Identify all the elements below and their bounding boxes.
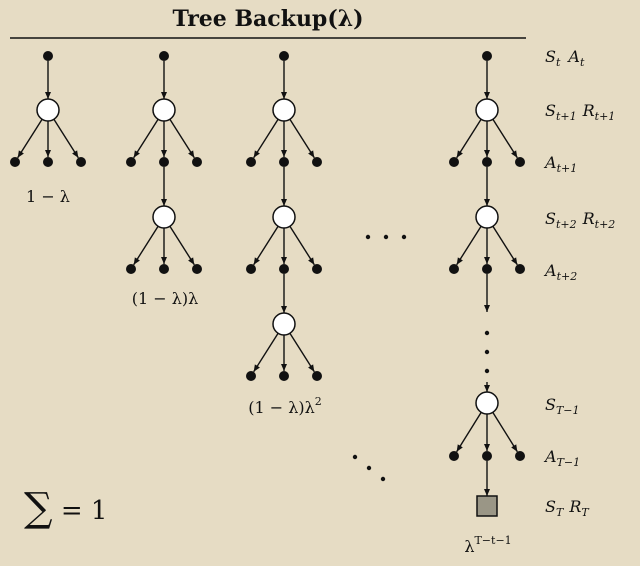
transition-arrow bbox=[456, 225, 482, 266]
transition-arrow bbox=[289, 332, 315, 373]
state-node bbox=[272, 98, 296, 122]
state-node bbox=[475, 205, 499, 229]
action-node bbox=[126, 157, 136, 167]
svg-text:St+1Rt+1: St+1 Rt+1 bbox=[545, 101, 615, 123]
transition-arrow bbox=[253, 332, 279, 373]
svg-text:At+2: At+2 bbox=[543, 261, 577, 283]
row-label-4: At+2 bbox=[543, 261, 577, 283]
action-node bbox=[159, 157, 169, 167]
svg-text:At+1: At+1 bbox=[543, 153, 577, 175]
action-node bbox=[515, 451, 525, 461]
action-node bbox=[482, 51, 492, 61]
terminal-state bbox=[476, 495, 498, 517]
state-node bbox=[475, 98, 499, 122]
svg-text:AT−1: AT−1 bbox=[543, 447, 580, 469]
action-node bbox=[279, 371, 289, 381]
row-label-1: St+1 Rt+1 bbox=[545, 101, 615, 123]
vertical-ellipsis bbox=[484, 330, 490, 374]
state-node bbox=[272, 312, 296, 336]
state-node bbox=[272, 205, 296, 229]
action-node bbox=[279, 264, 289, 274]
action-node bbox=[449, 157, 459, 167]
transition-arrow bbox=[169, 118, 195, 159]
action-node bbox=[192, 157, 202, 167]
transition-arrow bbox=[492, 118, 518, 159]
action-node bbox=[159, 51, 169, 61]
action-node bbox=[10, 157, 20, 167]
backup-diagrams bbox=[10, 51, 525, 517]
weight-final: λT−t−1 bbox=[464, 534, 511, 556]
row-label-5: ST−1 bbox=[545, 395, 580, 417]
action-node bbox=[279, 157, 289, 167]
action-node bbox=[515, 264, 525, 274]
action-node bbox=[279, 51, 289, 61]
weight-2: (1 − λ)λ bbox=[132, 289, 199, 308]
transition-arrow bbox=[456, 411, 482, 453]
state-node bbox=[152, 98, 176, 122]
row-label-0: St At bbox=[545, 47, 585, 69]
weight-1: 1 − λ bbox=[26, 187, 70, 206]
transition-arrow bbox=[492, 411, 518, 453]
weight-3: (1 − λ)λ2 bbox=[248, 395, 322, 417]
horizontal-ellipsis bbox=[365, 234, 407, 240]
action-node bbox=[246, 371, 256, 381]
state-node bbox=[36, 98, 60, 122]
action-node bbox=[449, 451, 459, 461]
action-node bbox=[449, 264, 459, 274]
transition-arrow bbox=[169, 225, 195, 266]
svg-text:ST−1: ST−1 bbox=[545, 395, 580, 417]
action-node bbox=[482, 157, 492, 167]
transition-arrow bbox=[492, 225, 518, 266]
diagonal-ellipsis bbox=[352, 454, 386, 482]
action-node bbox=[159, 264, 169, 274]
sum-equals-one: ∑ = 1 bbox=[24, 485, 107, 531]
state-node bbox=[475, 391, 499, 415]
action-node bbox=[312, 371, 322, 381]
action-node bbox=[482, 264, 492, 274]
transition-arrow bbox=[456, 118, 482, 159]
transition-arrow bbox=[133, 225, 159, 266]
transition-arrow bbox=[53, 118, 79, 159]
transition-arrow bbox=[17, 118, 43, 159]
transition-arrow bbox=[253, 225, 279, 266]
action-node bbox=[76, 157, 86, 167]
action-node bbox=[515, 157, 525, 167]
action-node bbox=[312, 264, 322, 274]
state-node bbox=[152, 205, 176, 229]
row-label-2: At+1 bbox=[543, 153, 577, 175]
transition-arrow bbox=[289, 118, 315, 159]
action-node bbox=[482, 451, 492, 461]
row-label-6: AT−1 bbox=[543, 447, 580, 469]
transition-arrow bbox=[253, 118, 279, 159]
action-node bbox=[246, 157, 256, 167]
action-node bbox=[312, 157, 322, 167]
action-node bbox=[192, 264, 202, 274]
transition-arrow bbox=[133, 118, 159, 159]
action-node bbox=[43, 157, 53, 167]
row-label-7: ST RT bbox=[545, 497, 590, 519]
row-label-3: St+2 Rt+2 bbox=[545, 209, 615, 231]
action-node bbox=[126, 264, 136, 274]
action-node bbox=[246, 264, 256, 274]
svg-text:St+2Rt+2: St+2 Rt+2 bbox=[545, 209, 615, 231]
action-node bbox=[43, 51, 53, 61]
transition-arrow bbox=[289, 225, 315, 266]
diagram-title: Tree Backup(λ) bbox=[172, 6, 363, 32]
